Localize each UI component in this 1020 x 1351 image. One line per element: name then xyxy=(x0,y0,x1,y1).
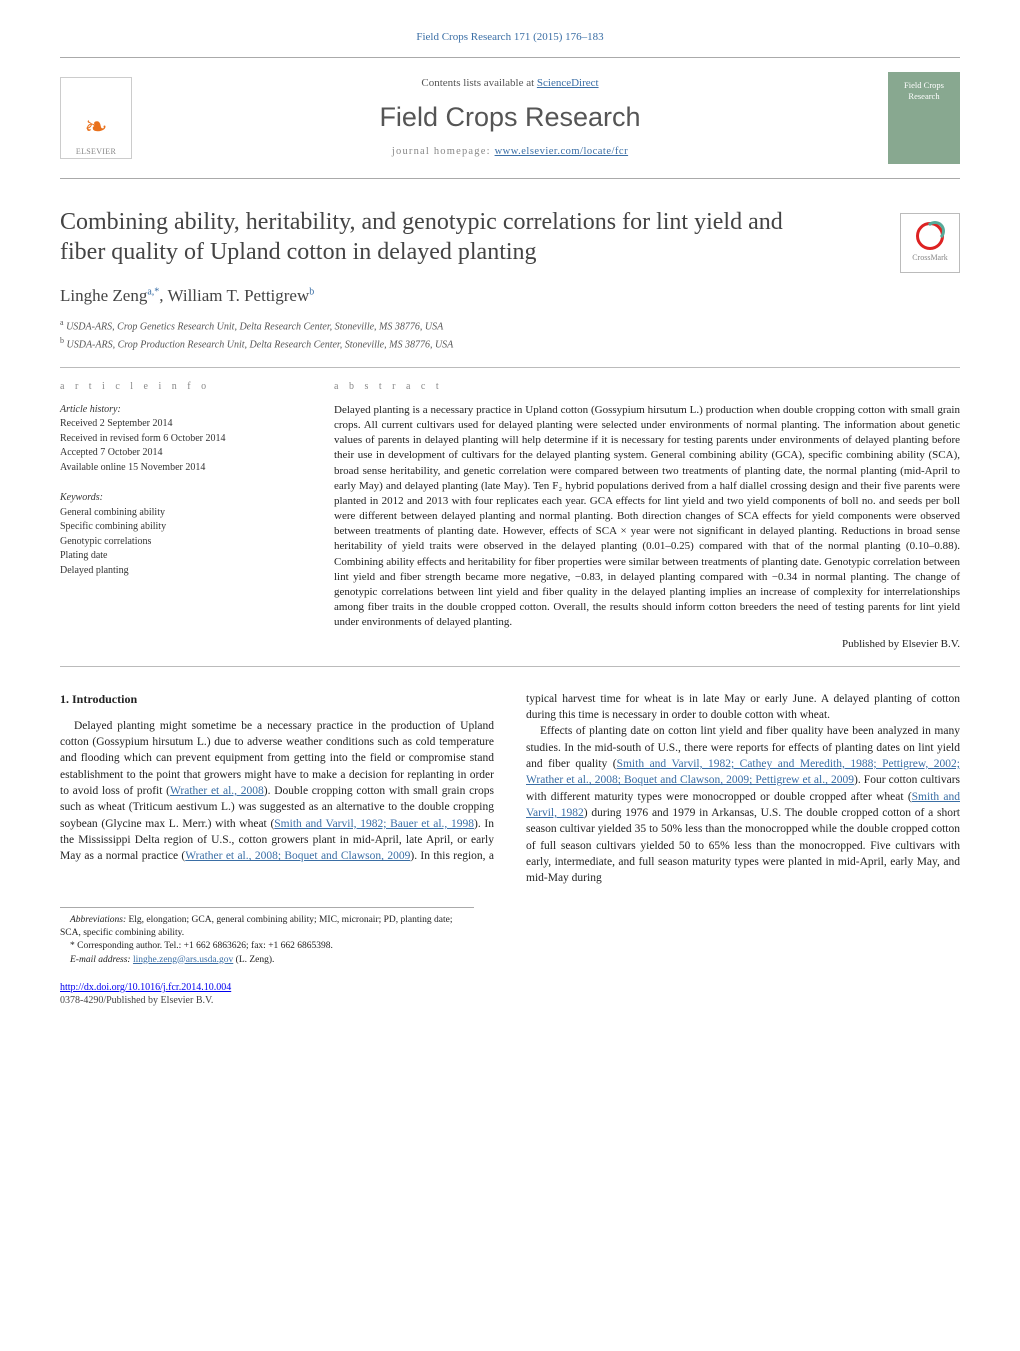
accepted-date: Accepted 7 October 2014 xyxy=(60,446,298,461)
header-citation: Field Crops Research 171 (2015) 176–183 xyxy=(60,30,960,45)
body-text: 1. Introduction Delayed planting might s… xyxy=(60,691,960,887)
divider-2 xyxy=(60,666,960,667)
sciencedirect-link[interactable]: ScienceDirect xyxy=(537,77,599,89)
article-title: Combining ability, heritability, and gen… xyxy=(60,207,830,267)
publisher-name: ELSEVIER xyxy=(76,147,116,158)
keyword-2: Specific combining ability xyxy=(60,520,298,535)
author-1: Linghe Zeng xyxy=(60,286,147,305)
ref-wrather-2008[interactable]: Wrather et al., 2008 xyxy=(170,785,264,797)
issn-line: 0378-4290/Published by Elsevier B.V. xyxy=(60,995,213,1006)
abstract-publisher: Published by Elsevier B.V. xyxy=(334,637,960,652)
crossmark-label: CrossMark xyxy=(912,253,948,264)
email-link[interactable]: linghe.zeng@ars.usda.gov xyxy=(133,955,233,965)
tree-icon: ❧ xyxy=(84,109,107,147)
revised-date: Received in revised form 6 October 2014 xyxy=(60,432,298,447)
abbr-label: Abbreviations: xyxy=(70,915,126,925)
journal-cover: Field Crops Research xyxy=(888,72,960,164)
journal-banner: ❧ ELSEVIER Contents lists available at S… xyxy=(60,57,960,179)
homepage-label: journal homepage: xyxy=(392,146,495,157)
email-name: (L. Zeng). xyxy=(233,955,274,965)
email-line: E-mail address: linghe.zeng@ars.usda.gov… xyxy=(60,954,474,967)
doi-block: http://dx.doi.org/10.1016/j.fcr.2014.10.… xyxy=(60,981,960,1008)
article-info-col: a r t i c l e i n f o Article history: R… xyxy=(60,380,298,651)
received-date: Received 2 September 2014 xyxy=(60,417,298,432)
keywords-header: Keywords: xyxy=(60,491,298,506)
email-label: E-mail address: xyxy=(70,955,133,965)
article-history: Article history: Received 2 September 20… xyxy=(60,403,298,476)
keyword-5: Delayed planting xyxy=(60,564,298,579)
intro-heading: 1. Introduction xyxy=(60,691,494,708)
article-info-label: a r t i c l e i n f o xyxy=(60,380,298,394)
authors: Linghe Zenga,*, William T. Pettigrewb xyxy=(60,285,960,308)
intro-p3: Effects of planting date on cotton lint … xyxy=(526,723,960,886)
avail-text: Contents lists available at xyxy=(421,77,536,89)
ref-wrather-boquet[interactable]: Wrather et al., 2008; Boquet and Clawson… xyxy=(185,850,410,862)
keywords: Keywords: General combining ability Spec… xyxy=(60,491,298,578)
contents-available: Contents lists available at ScienceDirec… xyxy=(132,76,888,91)
crossmark-badge[interactable]: CrossMark xyxy=(900,213,960,273)
doi-link[interactable]: http://dx.doi.org/10.1016/j.fcr.2014.10.… xyxy=(60,982,231,993)
corresponding-author: * Corresponding author. Tel.: +1 662 686… xyxy=(60,940,474,953)
abstract-col: a b s t r a c t Delayed planting is a ne… xyxy=(334,380,960,651)
abbreviations: Abbreviations: Elg, elongation; GCA, gen… xyxy=(60,914,474,941)
journal-homepage: journal homepage: www.elsevier.com/locat… xyxy=(132,145,888,159)
p3c: ) during 1976 and 1979 in Arkansas, U.S.… xyxy=(526,807,960,884)
keyword-3: Genotypic correlations xyxy=(60,535,298,550)
banner-center: Contents lists available at ScienceDirec… xyxy=(132,76,888,159)
homepage-link[interactable]: www.elsevier.com/locate/fcr xyxy=(495,146,629,157)
keyword-4: Plating date xyxy=(60,549,298,564)
elsevier-logo: ❧ ELSEVIER xyxy=(60,77,132,159)
online-date: Available online 15 November 2014 xyxy=(60,461,298,476)
abstract-label: a b s t r a c t xyxy=(334,380,960,394)
affil-b-text: USDA-ARS, Crop Production Research Unit,… xyxy=(67,339,454,350)
author-sep: , xyxy=(159,286,167,305)
abstract-text: Delayed planting is a necessary practice… xyxy=(334,403,960,652)
affiliation-b: b USDA-ARS, Crop Production Research Uni… xyxy=(60,336,960,352)
author-2: William T. Pettigrew xyxy=(168,286,310,305)
history-header: Article history: xyxy=(60,403,298,418)
author-2-affil: b xyxy=(309,286,314,297)
affil-a-text: USDA-ARS, Crop Genetics Research Unit, D… xyxy=(66,321,443,332)
footnotes: Abbreviations: Elg, elongation; GCA, gen… xyxy=(60,907,474,967)
affiliation-a: a USDA-ARS, Crop Genetics Research Unit,… xyxy=(60,318,960,334)
crossmark-icon xyxy=(916,222,944,250)
divider xyxy=(60,367,960,368)
abstract-body: Delayed planting is a necessary practice… xyxy=(334,404,960,628)
journal-title: Field Crops Research xyxy=(132,99,888,135)
keyword-1: General combining ability xyxy=(60,506,298,521)
ref-smith-varvil-1982[interactable]: Smith and Varvil, 1982; Bauer et al., 19… xyxy=(274,818,474,830)
